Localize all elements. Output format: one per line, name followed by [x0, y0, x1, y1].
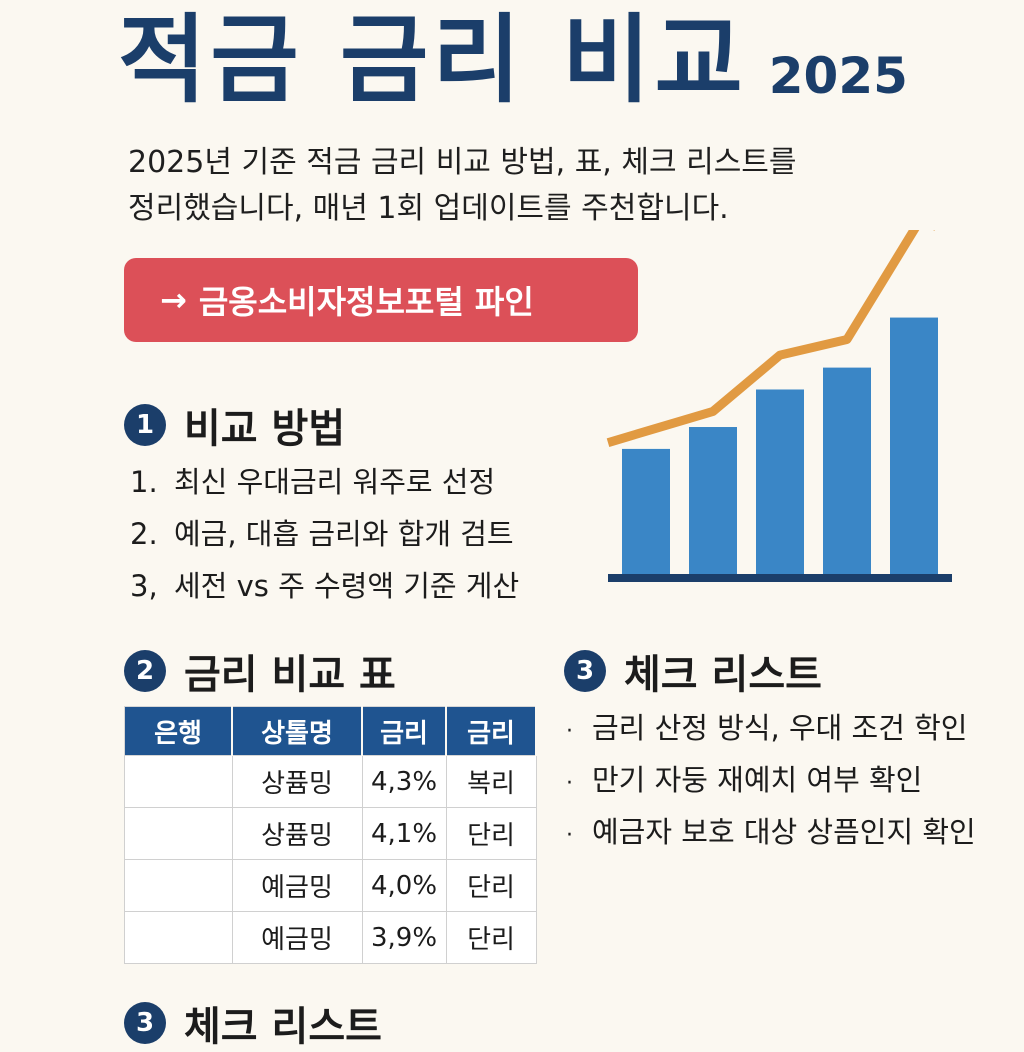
cell-rate: 4,1% — [361, 807, 447, 860]
cell-bank — [124, 807, 233, 860]
cell-rate: 4,0% — [361, 859, 447, 912]
bar-5 — [890, 317, 938, 574]
list-item: 3, 세전 vs 주 수령액 기준 게산 — [130, 560, 519, 612]
chart-baseline — [608, 574, 952, 582]
cell-bank — [124, 859, 233, 912]
column-header-type: 금리 — [445, 706, 537, 756]
table-row: 상퓸밍 4,3% 복리 — [124, 755, 537, 808]
cell-product: 상퓸밍 — [231, 807, 363, 860]
column-header-product: 상톨명 — [231, 706, 363, 756]
checklist-text: 금리 산정 방식, 우대 조건 학인 — [592, 711, 968, 745]
section-number-badge: 1 — [124, 404, 166, 446]
bar-4 — [823, 367, 871, 574]
intro-line-2: 정리했습니다, 매년 1회 업데이트를 주천합니다. — [128, 191, 729, 226]
table-header-row: 은행 상톨명 금리 금리 — [124, 706, 537, 756]
section-number-badge: 3 — [564, 650, 606, 692]
cell-type: 단리 — [445, 859, 537, 912]
cell-product: 예금밍 — [231, 859, 363, 912]
bar-3 — [756, 389, 804, 574]
section-rate-table-header: 2 금리 비교 표 — [124, 642, 396, 700]
section-title: 체크 리스트 — [624, 652, 822, 698]
cell-bank — [124, 911, 233, 964]
section-checklist-header: 3 체크 리스트 — [564, 642, 822, 700]
cell-product: 상퓸밍 — [231, 755, 363, 808]
trend-line — [606, 230, 920, 447]
table-row: 예금밍 4,0% 단리 — [124, 859, 537, 912]
arrow-right-icon: → — [160, 281, 187, 319]
list-item: · 금리 산정 방식, 우대 조건 학인 — [566, 702, 976, 754]
list-item: 2. 예금, 대흡 금리와 합개 검트 — [130, 508, 519, 560]
intro-line-1: 2025년 기준 적금 금리 비교 방법, 표, 체크 리스트를 — [128, 145, 797, 180]
section-number-badge: 2 — [124, 650, 166, 692]
section-number-badge: 3 — [124, 1002, 166, 1044]
section-compare-method-header: 1 비교 방법 — [124, 396, 345, 454]
cell-type: 복리 — [445, 755, 537, 808]
list-item: 1. 최신 우대금리 워주로 선정 — [130, 456, 519, 508]
step-number: 1. — [130, 465, 158, 499]
cell-bank — [124, 755, 233, 808]
section-title: 비교 방법 — [184, 406, 346, 452]
bullet-icon: · — [566, 771, 573, 796]
cell-type: 단리 — [445, 911, 537, 964]
checklist-text: 만기 자둥 재예치 여부 확인 — [592, 763, 923, 797]
section-title: 금리 비교 표 — [184, 652, 396, 698]
step-text: 최신 우대금리 워주로 선정 — [174, 465, 496, 499]
compare-steps-list: 1. 최신 우대금리 워주로 선정 2. 예금, 대흡 금리와 합개 검트 3, 세전… — [130, 456, 519, 612]
table-row: 상퓸밍 4,1% 단리 — [124, 807, 537, 860]
cell-type: 단리 — [445, 807, 537, 860]
list-item: · 예금자 보호 대상 상픔인지 확인 — [566, 806, 976, 858]
column-header-bank: 은행 — [124, 706, 233, 756]
section-title: 체크 리스트 — [184, 1004, 382, 1050]
bar-1 — [622, 448, 670, 574]
intro-text: 2025년 기준 적금 금리 비교 방법, 표, 체크 리스트를 정리했습니다,… — [128, 140, 888, 232]
checklist: · 금리 산정 방식, 우대 조건 학인 · 만기 자둥 재예치 여부 확인 · 예금… — [566, 702, 976, 858]
bar-2 — [689, 427, 737, 574]
step-number: 2. — [130, 517, 158, 551]
title-year: 2025 — [768, 47, 908, 105]
step-text: 세전 vs 주 수령액 기준 게산 — [174, 569, 520, 603]
section-checklist-repeat-header: 3 체크 리스트 — [124, 994, 382, 1052]
growth-bar-chart — [606, 230, 952, 582]
page-title: 적금 금리 비교 2025 — [118, 0, 908, 120]
checklist-text: 예금자 보호 대상 상픔인지 확인 — [592, 815, 976, 849]
bullet-icon: · — [566, 823, 573, 848]
step-number: 3, — [130, 569, 158, 603]
fine-portal-link-button[interactable]: → 금옹소비자정보포털 파인 — [124, 258, 638, 342]
cell-product: 예금밍 — [231, 911, 363, 964]
title-main: 적금 금리 비교 — [118, 4, 747, 116]
cta-label: 금옹소비자정보포털 파인 — [198, 283, 534, 321]
step-text: 예금, 대흡 금리와 합개 검트 — [174, 517, 514, 551]
table-row: 예금밍 3,9% 단리 — [124, 911, 537, 964]
cell-rate: 4,3% — [361, 755, 447, 808]
rate-comparison-table: 은행 상톨명 금리 금리 상퓸밍 4,3% 복리 상퓸밍 4,1% 단리 예금밍… — [124, 706, 537, 964]
trend-arrowhead — [933, 230, 935, 231]
column-header-rate: 금리 — [361, 706, 447, 756]
bullet-icon: · — [566, 719, 573, 744]
cell-rate: 3,9% — [361, 911, 447, 964]
list-item: · 만기 자둥 재예치 여부 확인 — [566, 754, 976, 806]
